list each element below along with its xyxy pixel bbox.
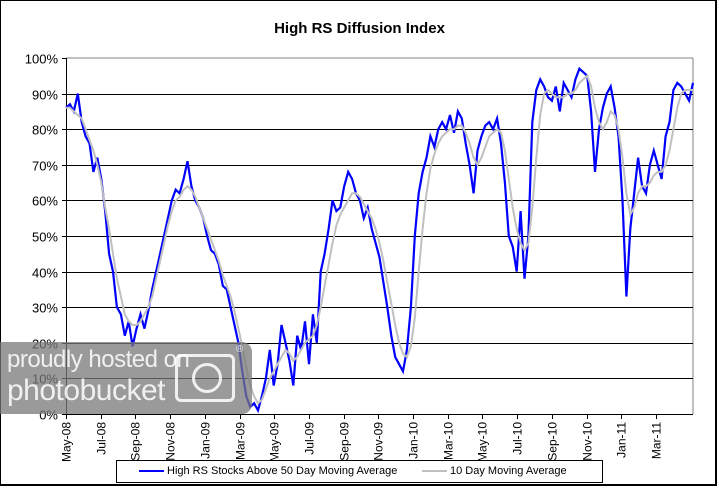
y-tick-label: 50% [32,230,58,245]
x-tick-label: May-08 [60,422,74,462]
series-lines [65,66,695,414]
y-tick-label: 40% [32,266,58,281]
y-tick-label: 60% [32,194,58,209]
x-tick-label: Nov-09 [372,422,386,461]
x-tick-label: Nov-10 [581,422,595,461]
y-tick-label: 70% [32,159,58,174]
y-tick-label: 30% [32,301,58,316]
x-tick-label: Jul-08 [95,422,109,455]
legend-item-series-1: High RS Stocks Above 50 Day Moving Avera… [139,465,397,477]
y-tick-label: 90% [32,88,58,103]
gridlines [66,57,694,414]
x-tick-label: Jan-11 [615,422,629,458]
watermark-line2: photobucket [7,374,165,407]
chart-legend: High RS Stocks Above 50 Day Moving Avera… [116,460,603,483]
x-tick-label: Jan-09 [199,422,213,459]
legend-swatch-gray [422,470,447,472]
legend-label-series-2: 10 Day Moving Average [450,465,567,477]
photobucket-watermark: proudly hosted on photobucket ® [0,342,252,414]
legend-item-series-2: 10 Day Moving Average [422,465,567,477]
y-tick-label: 80% [32,123,58,138]
series-line [65,66,695,414]
x-tick-label: Sep-09 [338,422,352,461]
x-tick-label: Mar-10 [442,422,456,460]
x-tick-label: Sep-08 [129,422,143,461]
chart-title: High RS Diffusion Index [274,20,445,37]
series-line [66,74,693,405]
camera-lens-icon [192,363,222,393]
x-tick-label: Mar-11 [650,422,664,459]
x-tick-label: Nov-08 [164,422,178,461]
x-tick-label: May-10 [476,422,490,462]
x-tick-label: May-09 [268,422,282,462]
x-tick-label: Sep-10 [546,422,560,461]
watermark-line1: proudly hosted on [7,346,190,373]
camera-icon [175,354,235,402]
x-tick-label: Mar-09 [234,422,248,460]
legend-swatch-blue [139,470,164,472]
x-axis: May-08 Jul-08 Sep-08 Nov-08 Jan-09 Mar-09 May-… [60,414,693,462]
registered-mark: ® [236,344,244,355]
legend-label-series-1: High RS Stocks Above 50 Day Moving Avera… [167,465,398,477]
x-tick-label: Jul-09 [303,422,317,455]
x-tick-label: Jan-10 [407,422,421,459]
y-tick-label: 100% [25,52,59,67]
x-tick-label: Jul-10 [511,422,525,455]
